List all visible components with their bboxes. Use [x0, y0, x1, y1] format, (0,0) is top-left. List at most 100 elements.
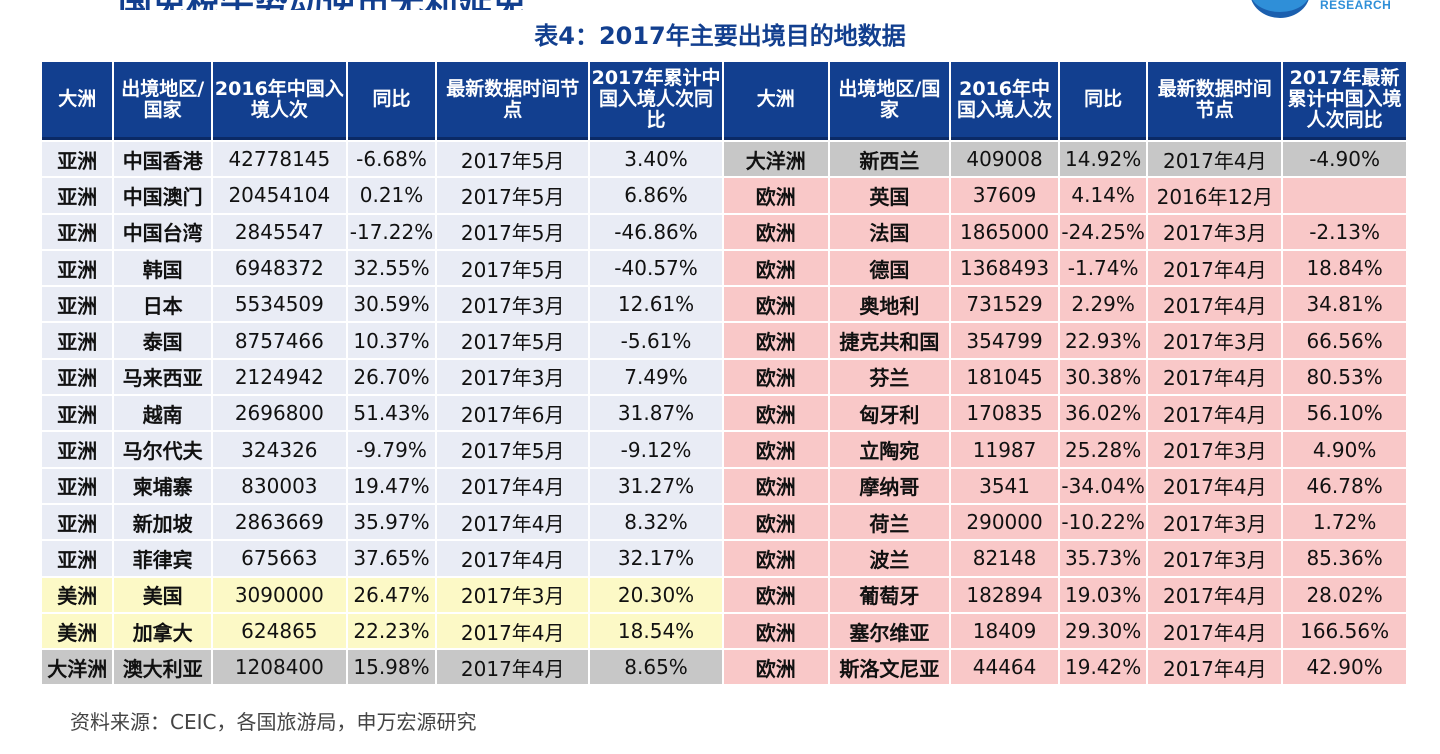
table-row: 亚洲 韩国 6948372 32.55% 2017年5月 -40.57% 欧洲 德国 13684…: [42, 250, 1406, 286]
right-continent-cell: 大洋洲: [723, 142, 828, 177]
right-continent-cell: 欧洲: [723, 504, 828, 540]
right-yoy-cell: 2.29%: [1059, 287, 1147, 322]
left-date-cell: 2017年4月: [437, 541, 589, 576]
left-region-cell: 泰国: [114, 323, 211, 358]
header-continent: 大洲: [42, 62, 113, 140]
right-region-cell: 荷兰: [829, 504, 950, 540]
left-date-cell: 2017年4月: [437, 468, 589, 503]
left-ytd-yoy-cell: 31.27%: [590, 468, 722, 503]
left-date-cell: 2017年5月: [437, 323, 589, 358]
header-arrivals-2016: 2016年中国入境人次: [212, 62, 346, 140]
table-row: 美洲 加拿大 624865 22.23% 2017年4月 18.54% 欧洲 塞尔维亚 1840…: [42, 613, 1406, 649]
right-arrivals-cell: 1865000: [951, 214, 1058, 249]
right-continent-cell: 欧洲: [723, 396, 828, 431]
right-date-cell: 2017年4月: [1148, 250, 1282, 286]
left-region-cell: 柬埔寨: [114, 468, 211, 503]
left-continent-cell: 亚洲: [42, 214, 113, 249]
left-date-cell: 2017年4月: [437, 613, 589, 649]
logo-text: RESEARCH: [1320, 0, 1392, 12]
right-continent-cell: 欧洲: [723, 214, 828, 249]
table-row: 亚洲 泰国 8757466 10.37% 2017年5月 -5.61% 欧洲 捷克共和国 354…: [42, 323, 1406, 358]
right-arrivals-cell: 354799: [951, 323, 1058, 358]
left-yoy-cell: 37.65%: [347, 541, 436, 576]
right-region-cell: 斯洛文尼亚: [829, 650, 950, 685]
left-continent-cell: 亚洲: [42, 287, 113, 322]
left-region-cell: 马尔代夫: [114, 432, 211, 467]
header-latest-date: 最新数据时间节点: [1148, 62, 1282, 140]
left-arrivals-cell: 2124942: [212, 359, 346, 395]
left-region-cell: 新加坡: [114, 504, 211, 540]
right-yoy-cell: -10.22%: [1059, 504, 1147, 540]
right-continent-cell: 欧洲: [723, 178, 828, 213]
right-yoy-cell: 25.28%: [1059, 432, 1147, 467]
left-date-cell: 2017年5月: [437, 142, 589, 177]
table-row: 亚洲 马尔代夫 324326 -9.79% 2017年5月 -9.12% 欧洲 立陶宛 1198…: [42, 432, 1406, 467]
left-date-cell: 2017年3月: [437, 359, 589, 395]
left-region-cell: 中国台湾: [114, 214, 211, 249]
table-row: 亚洲 越南 2696800 51.43% 2017年6月 31.87% 欧洲 匈牙利 17083…: [42, 396, 1406, 431]
left-date-cell: 2017年5月: [437, 214, 589, 249]
header-latest-date: 最新数据时间节点: [437, 62, 589, 140]
right-ytd-yoy-cell: -2.13%: [1283, 214, 1406, 249]
left-continent-cell: 亚洲: [42, 432, 113, 467]
right-arrivals-cell: 1368493: [951, 250, 1058, 286]
right-arrivals-cell: 170835: [951, 396, 1058, 431]
right-continent-cell: 欧洲: [723, 650, 828, 685]
left-region-cell: 马来西亚: [114, 359, 211, 395]
header-yoy: 同比: [1059, 62, 1147, 140]
right-continent-cell: 欧洲: [723, 541, 828, 576]
right-date-cell: 2017年4月: [1148, 468, 1282, 503]
right-ytd-yoy-cell: 18.84%: [1283, 250, 1406, 286]
right-arrivals-cell: 409008: [951, 142, 1058, 177]
left-continent-cell: 亚洲: [42, 396, 113, 431]
left-ytd-yoy-cell: -46.86%: [590, 214, 722, 249]
left-date-cell: 2017年5月: [437, 432, 589, 467]
left-date-cell: 2017年3月: [437, 287, 589, 322]
left-yoy-cell: 35.97%: [347, 504, 436, 540]
header-continent: 大洲: [723, 62, 828, 140]
left-yoy-cell: -17.22%: [347, 214, 436, 249]
left-ytd-yoy-cell: 8.32%: [590, 504, 722, 540]
right-continent-cell: 欧洲: [723, 250, 828, 286]
right-ytd-yoy-cell: 46.78%: [1283, 468, 1406, 503]
left-ytd-yoy-cell: -40.57%: [590, 250, 722, 286]
left-continent-cell: 美洲: [42, 613, 113, 649]
right-ytd-yoy-cell: 85.36%: [1283, 541, 1406, 576]
table-header-row: 大洲 出境地区/国家 2016年中国入境人次 同比 最新数据时间节点 2017年…: [42, 62, 1406, 140]
table-row: 亚洲 柬埔寨 830003 19.47% 2017年4月 31.27% 欧洲 摩纳哥 3541-…: [42, 468, 1406, 503]
right-yoy-cell: 4.14%: [1059, 178, 1147, 213]
right-ytd-yoy-cell: 80.53%: [1283, 359, 1406, 395]
right-arrivals-cell: 37609: [951, 178, 1058, 213]
left-yoy-cell: 51.43%: [347, 396, 436, 431]
left-date-cell: 2017年5月: [437, 250, 589, 286]
left-continent-cell: 亚洲: [42, 178, 113, 213]
left-continent-cell: 大洋洲: [42, 650, 113, 685]
left-yoy-cell: 26.47%: [347, 577, 436, 612]
left-date-cell: 2017年3月: [437, 577, 589, 612]
header-arrivals-2016: 2016年中国入境人次: [951, 62, 1058, 140]
right-continent-cell: 欧洲: [723, 432, 828, 467]
left-ytd-yoy-cell: 7.49%: [590, 359, 722, 395]
right-yoy-cell: -34.04%: [1059, 468, 1147, 503]
right-arrivals-cell: 44464: [951, 650, 1058, 685]
source-note: 资料来源：CEIC，各国旅游局，申万宏源研究: [70, 710, 477, 734]
right-arrivals-cell: 731529: [951, 287, 1058, 322]
right-region-cell: 立陶宛: [829, 432, 950, 467]
left-yoy-cell: 30.59%: [347, 287, 436, 322]
table-row: 亚洲 菲律宾 675663 37.65% 2017年4月 32.17% 欧洲 波兰 82148 3…: [42, 541, 1406, 576]
right-ytd-yoy-cell: -4.90%: [1283, 142, 1406, 177]
right-arrivals-cell: 3541: [951, 468, 1058, 503]
right-yoy-cell: 30.38%: [1059, 359, 1147, 395]
right-arrivals-cell: 181045: [951, 359, 1058, 395]
right-arrivals-cell: 82148: [951, 541, 1058, 576]
left-arrivals-cell: 324326: [212, 432, 346, 467]
right-ytd-yoy-cell: 56.10%: [1283, 396, 1406, 431]
left-arrivals-cell: 8757466: [212, 323, 346, 358]
right-region-cell: 法国: [829, 214, 950, 249]
left-yoy-cell: -6.68%: [347, 142, 436, 177]
left-region-cell: 中国香港: [114, 142, 211, 177]
left-yoy-cell: -9.79%: [347, 432, 436, 467]
right-region-cell: 芬兰: [829, 359, 950, 395]
left-region-cell: 越南: [114, 396, 211, 431]
left-continent-cell: 亚洲: [42, 504, 113, 540]
